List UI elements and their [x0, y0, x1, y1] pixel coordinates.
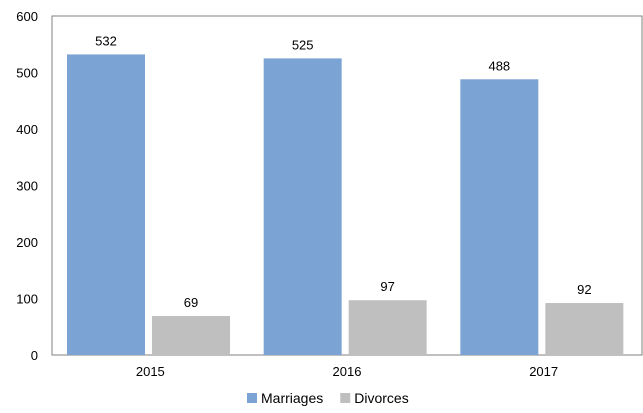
legend-label-divorces: Divorces — [354, 390, 408, 406]
y-tick-label: 600 — [16, 9, 38, 24]
data-label-bg — [171, 294, 211, 311]
x-tick-label: 2015 — [136, 364, 165, 379]
bar-divorces-2016 — [348, 300, 427, 355]
bar-divorces-2015 — [152, 316, 230, 355]
legend-swatch-divorces — [340, 393, 351, 403]
data-label-bg — [86, 32, 126, 49]
data-label: 532 — [95, 33, 117, 48]
y-tick-label: 500 — [16, 66, 38, 81]
y-tick-label: 0 — [31, 348, 38, 363]
x-tick-label: 2017 — [529, 364, 558, 379]
data-label-bg — [564, 281, 605, 298]
data-label-bg — [282, 36, 323, 53]
y-tick-label: 200 — [16, 235, 38, 250]
data-label: 488 — [488, 58, 510, 73]
x-tick-label: 2016 — [333, 364, 362, 379]
bar-marriages-2015 — [67, 54, 145, 356]
data-label-bg — [479, 57, 520, 74]
x-axis: 2015 2016 2017 — [136, 364, 558, 379]
data-label: 97 — [380, 279, 394, 294]
plot-area — [51, 15, 643, 356]
y-tick-label: 100 — [16, 292, 38, 307]
bar-marriages-2016 — [263, 58, 342, 355]
y-tick-label: 300 — [16, 179, 38, 194]
bars: 532 69 525 97 488 92 — [67, 32, 624, 356]
legend-swatch-marriages — [247, 393, 257, 403]
data-label: 92 — [577, 282, 591, 297]
legend-label-marriages: Marriages — [261, 390, 323, 406]
y-axis: 0 100 200 300 400 500 600 — [16, 9, 38, 363]
y-tick-label: 400 — [16, 122, 38, 137]
bar-divorces-2017 — [545, 303, 624, 355]
legend: Marriages Divorces — [247, 390, 409, 406]
data-label: 525 — [292, 37, 314, 52]
data-label-bg — [367, 278, 408, 295]
data-label: 69 — [184, 295, 198, 310]
bar-marriages-2017 — [460, 79, 539, 355]
